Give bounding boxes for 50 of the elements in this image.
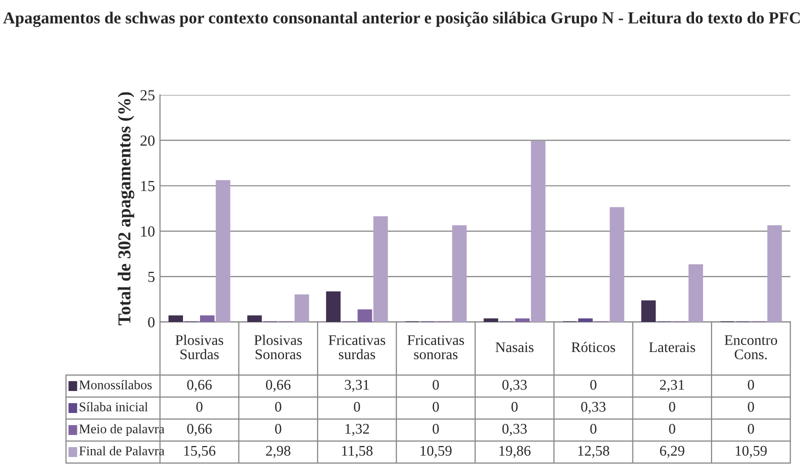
data-label: 0,33 [502, 424, 527, 436]
x-tick-label: Plosivas Sonoras [254, 334, 302, 360]
data-label: 0 [275, 424, 282, 434]
y-tick-label: 15 [141, 180, 155, 192]
data-label: 10,59 [736, 446, 767, 458]
data-label: 0 [669, 424, 676, 434]
data-label: 12,58 [578, 446, 610, 458]
x-tick-label: Encontro Cons. [724, 335, 778, 360]
x-tick-label: Laterais [649, 342, 696, 352]
y-tick-label: 25 [140, 90, 155, 100]
chart-title: Apagamentos de schwas por contexto consonantal anterior e posição silábica Grupo N - Leitura do texto do PFC [3, 12, 800, 28]
data-label: 0 [511, 402, 518, 412]
data-label: 0,66 [266, 380, 291, 392]
data-label: 0 [590, 380, 596, 390]
data-label: 0 [196, 402, 202, 412]
data-label: 0 [275, 402, 282, 412]
y-tick-label: 10 [141, 226, 155, 237]
data-label: 0 [748, 402, 754, 412]
data-label: 10,59 [420, 446, 452, 458]
y-tick-label: 5 [148, 272, 155, 282]
x-tick-label: Nasais [496, 342, 534, 352]
data-label: 0 [590, 424, 596, 434]
y-axis-title: Total de 302 apagamentos (%) [118, 92, 134, 326]
data-label: 0,33 [581, 402, 606, 414]
data-label: 0,66 [187, 380, 212, 392]
x-tick-label: Róticos [571, 342, 616, 352]
data-label: 0 [748, 380, 754, 390]
data-label: 15,56 [184, 446, 216, 458]
data-label: 1,32 [346, 424, 369, 436]
data-label: 0,33 [502, 380, 527, 392]
data-label: 0,66 [187, 424, 212, 436]
data-label: 6,29 [660, 446, 684, 458]
data-label: 0 [432, 424, 439, 434]
data-label: 2,98 [266, 446, 290, 458]
data-label: 0 [669, 402, 676, 412]
data-label: 19,86 [499, 446, 531, 458]
data-label: 3,31 [344, 380, 369, 392]
data-label: 0 [354, 402, 360, 412]
y-tick-label: 0 [148, 317, 155, 328]
data-label: 0 [432, 380, 439, 390]
legend-label: Sílaba inicial [80, 402, 148, 412]
data-label: 2,31 [660, 380, 684, 392]
data-label: 0 [432, 402, 439, 412]
x-tick-label: Fricativas sonoras [407, 335, 464, 360]
x-tick-label: Plosivas Surdas [176, 334, 224, 360]
data-label: 11,58 [342, 446, 373, 458]
x-tick-label: Fricativas surdas [328, 335, 386, 360]
y-tick-label: 20 [140, 135, 155, 146]
data-label: 0 [748, 424, 754, 434]
legend-label: Monossílabos [79, 380, 152, 390]
